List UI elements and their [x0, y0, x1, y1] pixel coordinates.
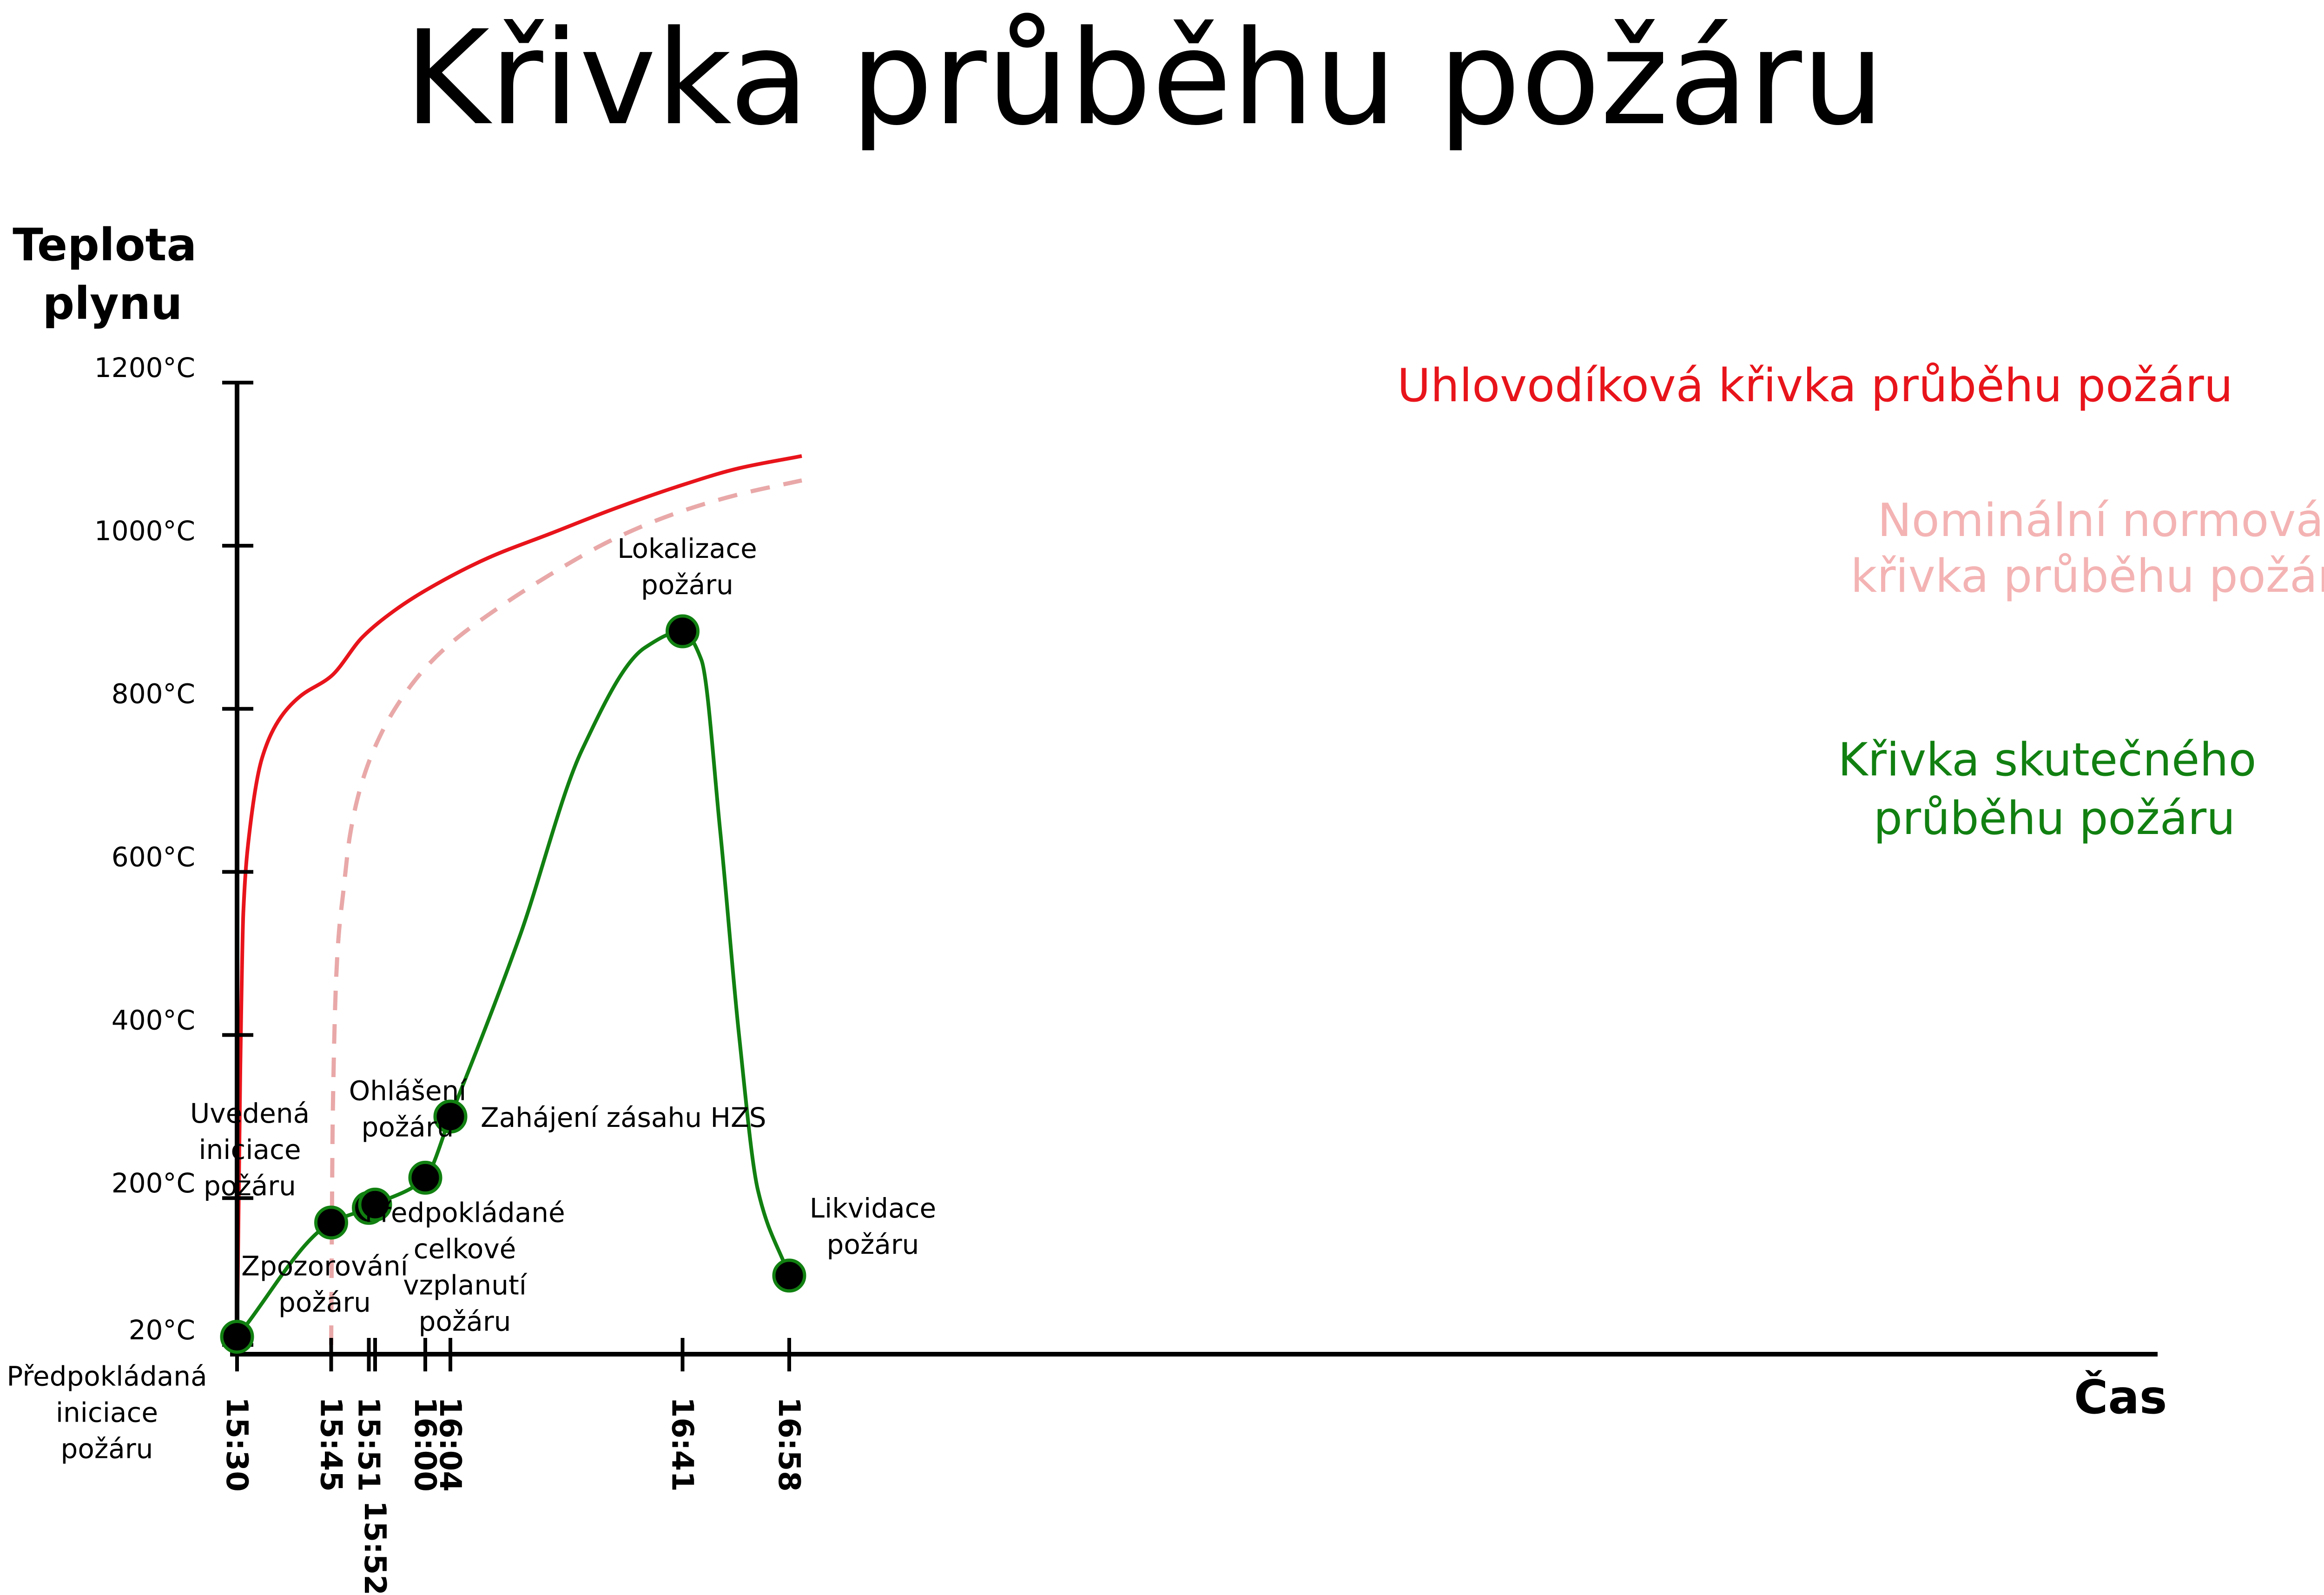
x-tick-label: 15:51 [351, 1397, 386, 1492]
event-annotation: Likvidace požáru [810, 1192, 936, 1260]
legend-label-standard-line-2: křivka průběhu požáru [1850, 550, 2324, 603]
event-annotation-line: iniciace [198, 1134, 301, 1165]
y-ticks: 20°C 200°C 400°C 600°C 800°C 1000°C 1200°C [94, 352, 253, 1347]
event-annotation: Lokalizace požáru [617, 533, 757, 601]
series-line-standard [329, 478, 802, 1345]
event-annotation-line: Lokalizace [617, 533, 757, 564]
x-tick-label: 15:30 [219, 1397, 254, 1492]
event-annotation: Zpozorování požáru [241, 1250, 409, 1318]
event-annotation-line: požáru [204, 1170, 296, 1202]
legend-label-standard-line-1: Nominální normová [1877, 494, 2324, 547]
x-tick-label: 15:45 [314, 1397, 348, 1492]
event-annotation-line: požáru [278, 1286, 371, 1318]
event-point [772, 1258, 806, 1293]
event-annotation-line: Likvidace [810, 1192, 936, 1224]
x-tick-label: 16:41 [665, 1397, 700, 1492]
event-annotation-line: Předpokládané [364, 1197, 565, 1228]
event-annotation-line: Zahájení zásahu HZS [481, 1102, 766, 1133]
y-tick-label: 600°C [112, 841, 195, 873]
y-tick-label: 20°C [129, 1314, 195, 1346]
event-annotation-line: požáru [362, 1111, 454, 1143]
legend-label-actual-line-1: Křivka skutečného [1838, 734, 2256, 787]
y-axis-label-line-1: Teplota [13, 219, 197, 271]
y-tick-label: 400°C [112, 1004, 195, 1036]
event-annotation: Zahájení zásahu HZS [481, 1102, 766, 1133]
series-line-hydrocarbon [235, 454, 802, 1345]
event-annotation: Předpokládané celkové vzplanutí požáru [364, 1197, 565, 1337]
legend-label-actual-line-2: průběhu požáru [1874, 792, 2236, 845]
event-points [220, 614, 806, 1354]
legend-label-hydrocarbon-line-1: Uhlovodíková křivka průběhu požáru [1397, 359, 2233, 412]
event-annotation-line: celkové [414, 1233, 516, 1264]
legend-label-actual: Křivka skutečného průběhu požáru [1838, 734, 2271, 845]
event-annotation: Ohlášení požáru [349, 1075, 468, 1143]
y-tick-label: 1200°C [94, 352, 195, 384]
event-point [666, 614, 700, 649]
x-axis-label: Čas [2074, 1370, 2167, 1424]
event-annotation-line: Ohlášení [349, 1075, 468, 1106]
event-annotation-line: Zpozorování [241, 1250, 409, 1282]
event-annotation-line: vzplanutí [403, 1269, 528, 1301]
x-tick-label: 16:04 [433, 1397, 467, 1492]
event-annotation: Uvedená iniciace požáru [190, 1098, 310, 1202]
x-tick-label: 16:58 [772, 1397, 806, 1492]
legend-label-hydrocarbon: Uhlovodíková křivka průběhu požáru [1397, 359, 2233, 412]
y-tick-label: 200°C [112, 1167, 195, 1199]
chart-title: Křivka průběhu požáru [404, 3, 1884, 154]
event-point [220, 1319, 254, 1354]
event-annotations: Předpokládaná iniciace požáru Uvedená inicia… [7, 533, 936, 1464]
x-tick-label: 15:52 [357, 1501, 392, 1595]
event-point [408, 1160, 442, 1195]
event-annotation-line: požáru [827, 1229, 919, 1260]
y-axis-label: Teplota plynu [13, 219, 212, 330]
y-tick-label: 1000°C [94, 515, 195, 547]
event-annotation-line: požáru [419, 1305, 511, 1337]
event-annotation-line: požáru [641, 569, 733, 601]
event-annotation-line: Uvedená [190, 1098, 310, 1129]
x-tick-label: 16:00 [408, 1397, 442, 1492]
event-point [358, 1187, 392, 1222]
event-annotation-line: Předpokládaná [7, 1360, 207, 1392]
axes-layer [230, 381, 2158, 1357]
legend-label-standard: Nominální normová křivka průběhu požáru [1850, 494, 2324, 603]
y-axis-label-line-2: plynu [43, 278, 183, 330]
y-tick-label: 800°C [112, 678, 195, 710]
event-point [314, 1205, 348, 1240]
event-annotation-line: iniciace [56, 1396, 158, 1428]
event-point [433, 1099, 468, 1134]
event-annotation-line: požáru [61, 1433, 153, 1464]
event-annotation: Předpokládaná iniciace požáru [7, 1360, 207, 1464]
